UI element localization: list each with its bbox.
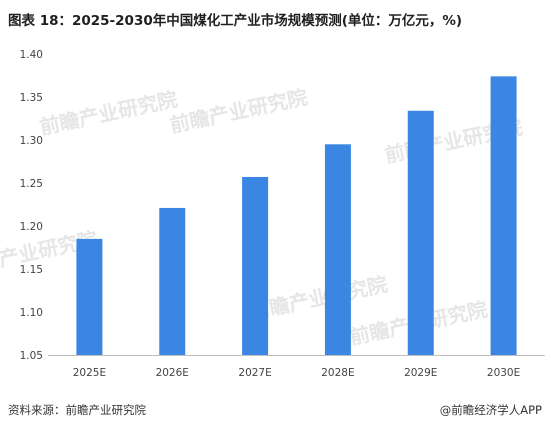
chart-title: 图表 18：2025-2030年中国煤化工产业市场规模预测(单位：万亿元，%) [8, 13, 463, 29]
bar-2025E [76, 238, 103, 355]
bar-2027E [242, 176, 269, 355]
source-note: 资料来源：前瞻产业研究院 [8, 403, 146, 417]
watermark-text: 前瞻产业研究院 [248, 272, 390, 325]
x-tick-label: 2025E [73, 367, 106, 379]
y-tick-label: 1.30 [20, 135, 43, 147]
bar-2028E [324, 144, 351, 355]
bar-2030E [490, 76, 517, 356]
brand-credit: @前瞻经济学人APP [439, 403, 542, 417]
x-tick-label: 2026E [156, 367, 189, 379]
y-tick-label: 1.35 [20, 92, 43, 104]
x-tick-label: 2029E [404, 367, 437, 379]
y-tick-label: 1.25 [20, 178, 43, 190]
bar-2026E [159, 207, 186, 355]
y-tick-label: 1.05 [20, 350, 43, 362]
bar-2029E [407, 110, 434, 355]
x-tick-label: 2028E [321, 367, 354, 379]
x-tick-label: 2027E [238, 367, 271, 379]
x-tick-label: 2030E [487, 367, 520, 379]
y-axis-ticks: 1.05 1.10 1.15 1.20 1.25 1.30 1.35 1.40 [20, 49, 43, 362]
watermark-text: 前瞻产业研究院 [38, 87, 180, 140]
y-tick-label: 1.40 [20, 49, 43, 61]
bars [76, 76, 517, 356]
watermark-text: 前瞻产业研究院 [168, 85, 310, 138]
y-tick-label: 1.15 [20, 264, 43, 276]
y-tick-label: 1.10 [20, 307, 43, 319]
y-tick-label: 1.20 [20, 221, 43, 233]
x-axis-ticks: 2025E 2026E 2027E 2028E 2029E 2030E [73, 367, 521, 379]
